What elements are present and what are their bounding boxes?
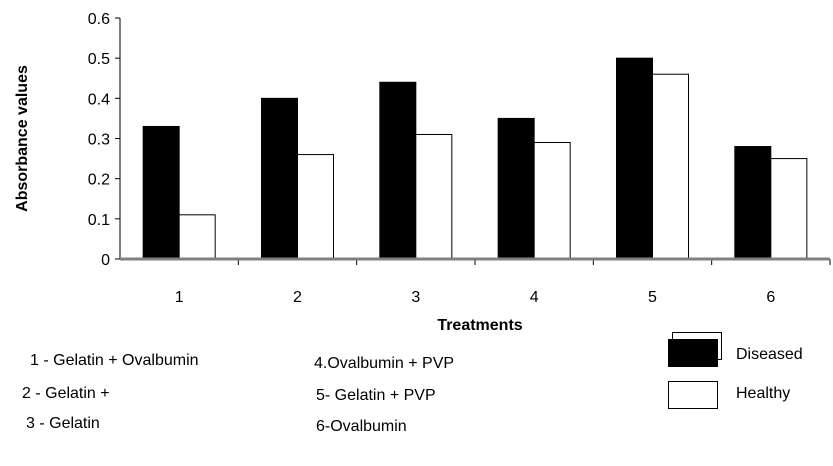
y-tick-label-3: 0.3 <box>88 132 110 149</box>
y-axis-ticks: 0 0.1 0.2 0.3 0.4 0.5 0.6 <box>88 11 120 269</box>
y-axis-title: Absorbance values <box>14 65 31 212</box>
y-tick-label-5: 0.5 <box>88 51 110 68</box>
bar-healthy-2 <box>297 154 334 260</box>
y-tick-label-0: 0 <box>101 252 110 269</box>
bar-diseased-5 <box>616 57 653 260</box>
x-tick-label-5: 5 <box>648 289 657 306</box>
y-tick-label-1: 0.1 <box>88 212 110 229</box>
legend-swatch-healthy <box>668 381 718 409</box>
legend-label-healthy: Healthy <box>736 385 791 402</box>
bar-diseased-2 <box>261 97 298 260</box>
bar-diseased-6 <box>734 146 772 260</box>
treatment-note-5: 5- Gelatin + PVP <box>316 387 436 404</box>
bar-diseased-3 <box>379 81 417 260</box>
bar-healthy-1 <box>178 214 216 260</box>
x-tick-label-4: 4 <box>530 289 539 306</box>
bar-healthy-5 <box>652 73 689 260</box>
bar-diseased-1 <box>142 125 180 260</box>
x-tick-label-6: 6 <box>766 289 775 306</box>
bar-healthy-3 <box>415 133 453 260</box>
treatment-note-6: 6-Ovalbumin <box>316 418 407 435</box>
x-tick-label-3: 3 <box>411 289 420 306</box>
bar-healthy-6 <box>770 158 808 260</box>
x-axis-ticks: 1 2 3 4 5 6 <box>175 259 831 306</box>
bar-healthy-4 <box>533 142 571 260</box>
treatment-note-3: 3 - Gelatin <box>26 415 100 432</box>
treatment-note-2: 2 - Gelatin + <box>22 385 110 402</box>
legend-swatch-diseased <box>668 339 718 367</box>
bars <box>142 57 808 260</box>
legend-label-diseased: Diseased <box>736 346 803 363</box>
x-tick-label-2: 2 <box>293 289 302 306</box>
x-axis-title: Treatments <box>437 317 522 334</box>
bar-diseased-4 <box>497 117 535 260</box>
x-tick-label-1: 1 <box>175 289 184 306</box>
y-tick-label-4: 0.4 <box>88 91 110 108</box>
y-tick-label-6: 0.6 <box>88 11 110 28</box>
treatment-note-4: 4.Ovalbumin + PVP <box>314 355 455 372</box>
treatment-note-1: 1 - Gelatin + Ovalbumin <box>30 352 199 369</box>
y-tick-label-2: 0.2 <box>88 172 110 189</box>
